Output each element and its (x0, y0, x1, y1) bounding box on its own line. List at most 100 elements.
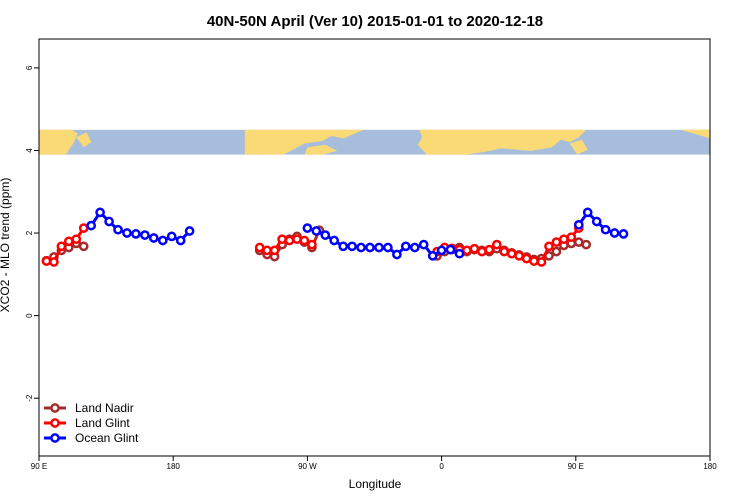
y-tick-label: -2 (25, 394, 34, 402)
data-point-ocean-glint (383, 242, 393, 253)
data-point-land-glint (484, 244, 495, 255)
data-point-ocean-glint (392, 249, 402, 260)
series-ocean-glint (86, 207, 629, 261)
map-landmass (569, 139, 588, 155)
data-point-ocean-glint (311, 226, 322, 236)
data-point-ocean-glint (591, 216, 602, 227)
y-tick-label: 4 (25, 148, 34, 153)
data-point-ocean-glint (618, 229, 629, 239)
data-point-land-nadir (573, 237, 584, 247)
data-point-ocean-glint (356, 242, 366, 253)
data-point-land-glint (78, 223, 89, 233)
y-tick-label: 6 (25, 65, 34, 70)
map-land (39, 129, 710, 155)
data-point-land-glint (49, 257, 59, 267)
series-layer (41, 207, 629, 267)
y-axis-label: XCO2 - MLO trend (ppm) (0, 178, 12, 313)
data-point-land-glint (262, 245, 272, 256)
legend-marker-land-nadir (50, 403, 60, 413)
data-point-ocean-glint (338, 241, 349, 252)
data-point-ocean-glint (302, 223, 313, 233)
y-axis: -2 0 2 4 6 (25, 65, 39, 402)
data-point-ocean-glint (329, 235, 340, 246)
data-point-ocean-glint (347, 241, 357, 252)
data-point-ocean-glint (400, 241, 411, 252)
x-tick-label: 180 (167, 462, 181, 471)
data-point-land-glint (254, 242, 265, 253)
map-landmass (39, 129, 78, 155)
map-landmass (244, 129, 365, 155)
data-point-ocean-glint (436, 245, 447, 256)
chart-title: 40N-50N April (Ver 10) 2015-01-01 to 202… (207, 13, 543, 30)
data-point-ocean-glint (365, 242, 375, 253)
data-point-land-glint (284, 235, 295, 246)
data-point-land-glint (63, 236, 74, 247)
data-point-ocean-glint (374, 242, 384, 253)
legend-marker-ocean-glint (50, 433, 60, 443)
map-landmass (304, 144, 338, 155)
map-ocean (39, 129, 710, 155)
data-point-land-glint (514, 250, 524, 261)
legend-label-ocean-glint: Ocean Glint (75, 431, 139, 445)
x-tick-label: 90 W (298, 462, 317, 471)
data-point-land-glint (307, 239, 317, 250)
data-point-ocean-glint (104, 216, 114, 227)
data-point-land-glint (499, 246, 510, 257)
data-point-ocean-glint (86, 220, 97, 231)
plot-frame (38, 38, 711, 457)
x-tick-label: 90 E (568, 462, 584, 471)
y-tick-label: 2 (25, 230, 34, 235)
data-point-land-glint (536, 257, 547, 267)
data-point-land-glint (41, 256, 52, 266)
data-point-ocean-glint (140, 230, 150, 240)
data-point-ocean-glint (427, 250, 438, 261)
data-point-land-glint (529, 256, 539, 266)
data-point-ocean-glint (122, 228, 132, 238)
x-axis-label: Longitude (349, 477, 402, 491)
map-landmass (417, 129, 587, 155)
data-point-ocean-glint (131, 229, 141, 239)
legend-marker-land-glint (50, 418, 60, 428)
data-point-ocean-glint (157, 235, 168, 246)
legend-label-land-nadir: Land Nadir (75, 401, 134, 415)
data-point-ocean-glint (113, 224, 123, 235)
data-point-land-glint (469, 243, 480, 254)
data-point-land-glint (71, 234, 82, 245)
data-point-land-glint (462, 245, 472, 256)
x-tick-label: 0 (439, 462, 444, 471)
data-point-land-glint (477, 246, 487, 257)
data-point-land-glint (491, 239, 502, 250)
data-point-land-nadir (78, 241, 89, 252)
data-point-ocean-glint (148, 233, 159, 243)
data-point-land-glint (292, 234, 302, 245)
data-point-ocean-glint (600, 224, 611, 235)
legend-label-land-glint: Land Glint (75, 416, 130, 430)
data-point-ocean-glint (320, 230, 331, 240)
data-point-land-glint (506, 248, 517, 259)
data-point-ocean-glint (445, 244, 456, 255)
x-tick-label: 180 (703, 462, 717, 471)
data-point-land-glint (521, 253, 532, 264)
map-landmass (76, 132, 92, 148)
data-point-ocean-glint (454, 248, 465, 259)
y-tick-label: 0 (25, 313, 34, 318)
data-point-land-glint (299, 235, 310, 246)
data-point-land-glint (269, 245, 280, 256)
data-point-land-glint (551, 237, 562, 247)
data-point-ocean-glint (409, 242, 420, 253)
data-point-ocean-glint (166, 231, 177, 242)
x-axis: 90 E 180 90 W 0 90 E 180 (31, 456, 717, 471)
data-point-ocean-glint (573, 219, 584, 230)
data-point-land-glint (277, 234, 287, 245)
data-point-land-nadir (551, 246, 562, 257)
data-point-ocean-glint (175, 235, 186, 246)
data-point-ocean-glint (95, 207, 105, 218)
data-point-land-glint (566, 232, 577, 243)
data-point-ocean-glint (609, 228, 620, 238)
world-map-band (39, 129, 710, 155)
data-point-ocean-glint (418, 239, 429, 250)
map-landmass (680, 129, 710, 139)
data-point-land-glint (56, 241, 67, 252)
data-point-ocean-glint (184, 226, 195, 236)
